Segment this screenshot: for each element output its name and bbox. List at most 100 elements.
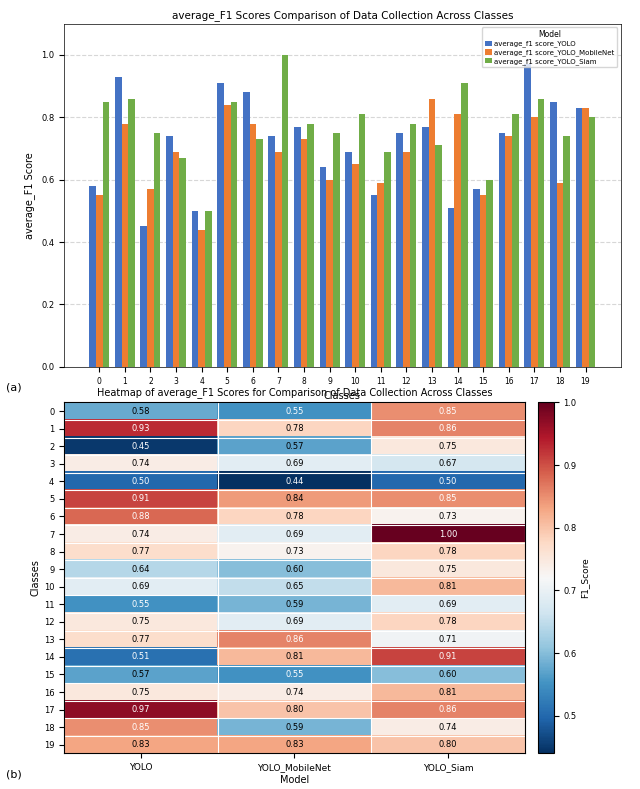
Bar [512,114,518,367]
Bar [506,136,512,367]
Text: 0.85: 0.85 [132,723,150,731]
Text: 0.55: 0.55 [132,600,150,609]
Bar [282,55,289,367]
Bar [563,136,570,367]
Bar [454,114,461,367]
Text: 0.75: 0.75 [439,442,457,451]
Text: 0.51: 0.51 [132,653,150,661]
Text: 0.81: 0.81 [439,687,457,697]
Text: 0.60: 0.60 [285,565,303,574]
Bar [230,102,237,367]
Bar [575,108,582,367]
Text: 0.85: 0.85 [439,406,457,416]
Bar [301,139,307,367]
Text: (a): (a) [6,383,22,393]
Text: 0.80: 0.80 [439,740,457,750]
Legend: average_f1 score_YOLO, average_f1 score_YOLO_MobileNet, average_f1 score_YOLO_Si: average_f1 score_YOLO, average_f1 score_… [482,27,618,67]
Bar [128,99,135,367]
Bar [275,151,282,367]
Text: 0.50: 0.50 [132,477,150,486]
Text: 0.78: 0.78 [285,512,304,521]
Title: Heatmap of average_F1 Scores for Comparison of Data Collection Across Classes: Heatmap of average_F1 Scores for Compari… [97,387,492,398]
Text: 0.64: 0.64 [132,565,150,574]
Text: 0.83: 0.83 [131,740,150,750]
Text: 0.55: 0.55 [285,670,303,679]
Bar [166,136,173,367]
Text: 0.67: 0.67 [438,459,458,469]
Text: 0.78: 0.78 [438,617,458,626]
Text: 0.59: 0.59 [285,723,303,731]
Bar [378,183,384,367]
Text: 0.71: 0.71 [439,635,457,644]
Bar [461,83,468,367]
Text: 0.86: 0.86 [438,705,458,714]
Bar [410,124,417,367]
Text: 0.73: 0.73 [285,547,304,556]
Bar [429,99,435,367]
Bar [589,118,595,367]
Bar [550,102,557,367]
Text: 0.59: 0.59 [285,600,303,609]
Text: 0.75: 0.75 [132,617,150,626]
Text: 0.78: 0.78 [438,547,458,556]
Bar [198,230,205,367]
Bar [217,83,224,367]
Bar [307,124,314,367]
Text: 0.45: 0.45 [132,442,150,451]
Bar [371,196,378,367]
Text: 0.93: 0.93 [132,424,150,433]
Bar [403,151,410,367]
Bar [345,151,352,367]
Bar [486,180,493,367]
Title: average_F1 Scores Comparison of Data Collection Across Classes: average_F1 Scores Comparison of Data Col… [172,10,513,21]
Bar [141,226,147,367]
Text: 0.84: 0.84 [285,495,303,503]
Text: 0.91: 0.91 [439,653,457,661]
Text: 0.75: 0.75 [439,565,457,574]
Bar [224,105,230,367]
X-axis label: Model: Model [280,775,309,785]
Text: 0.77: 0.77 [131,635,150,644]
Text: 0.57: 0.57 [285,442,303,451]
Bar [447,208,454,367]
Text: 0.85: 0.85 [439,495,457,503]
Bar [191,211,198,367]
Bar [422,127,429,367]
Bar [179,158,186,367]
Text: 0.55: 0.55 [285,406,303,416]
Y-axis label: Classes: Classes [31,559,41,596]
Text: 0.57: 0.57 [132,670,150,679]
Bar [256,139,263,367]
Text: 0.69: 0.69 [439,600,457,609]
Bar [524,64,531,367]
Bar [147,189,154,367]
Bar [96,196,102,367]
Text: 0.81: 0.81 [439,582,457,591]
Text: 0.75: 0.75 [132,687,150,697]
Bar [205,211,212,367]
Bar [557,183,563,367]
Text: 0.65: 0.65 [285,582,303,591]
Bar [319,167,326,367]
Bar [173,151,179,367]
Text: 0.74: 0.74 [439,723,457,731]
Bar [115,77,122,367]
Text: 0.74: 0.74 [285,687,303,697]
Bar [396,133,403,367]
Text: 0.69: 0.69 [285,459,303,469]
Text: 0.97: 0.97 [132,705,150,714]
Text: 1.00: 1.00 [439,529,457,539]
Text: 0.80: 0.80 [285,705,303,714]
Text: 0.86: 0.86 [438,424,458,433]
Bar [384,151,391,367]
Text: (b): (b) [6,769,22,780]
Bar [154,133,161,367]
Text: 0.58: 0.58 [132,406,150,416]
Bar [333,133,340,367]
Bar [531,118,538,367]
Text: 0.50: 0.50 [439,477,457,486]
Bar [250,124,256,367]
Text: 0.74: 0.74 [132,459,150,469]
Bar [480,196,486,367]
Bar [90,186,96,367]
